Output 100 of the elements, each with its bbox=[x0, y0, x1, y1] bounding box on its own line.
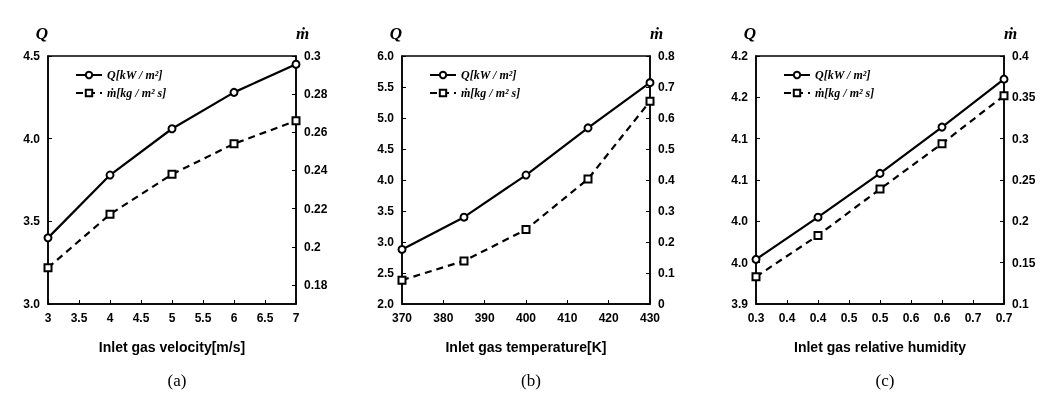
x-axis-title: Inlet gas velocity[m/s] bbox=[98, 339, 246, 355]
y-tick-label: 3.0 bbox=[377, 235, 395, 249]
x-tick-label: 0.5 bbox=[840, 311, 858, 325]
x-tick-label: 7 bbox=[292, 311, 300, 325]
y2-tick-label: 0.2 bbox=[1012, 214, 1030, 229]
x-tick-label: 0.4 bbox=[778, 311, 796, 325]
point bbox=[167, 124, 177, 134]
y2-tick-label: 0.24 bbox=[304, 163, 328, 178]
point bbox=[875, 184, 885, 194]
y2-tick-label: 0.25 bbox=[1012, 173, 1036, 187]
point bbox=[645, 78, 655, 88]
y2-axis-title: ṁ bbox=[650, 24, 664, 43]
legend-label: Q[kW / m²] bbox=[107, 68, 163, 82]
y-tick-label: 4.2 bbox=[731, 49, 749, 63]
y2-tick-label: 0.4 bbox=[658, 173, 676, 187]
legend-label: ṁ[kg / m² s] bbox=[461, 86, 521, 100]
point bbox=[521, 170, 531, 180]
y2-tick-label: 0.3 bbox=[304, 49, 322, 63]
x-tick-label: 6 bbox=[230, 311, 238, 325]
y2-axis-title: ṁ bbox=[296, 24, 310, 43]
x-tick-label: 390 bbox=[474, 311, 495, 325]
y2-tick-label: 0.3 bbox=[658, 204, 676, 218]
y2-tick-label: 0.4 bbox=[1012, 49, 1030, 63]
point bbox=[459, 212, 469, 222]
x-tick-label: 0.7 bbox=[995, 311, 1013, 325]
x-axis-title: Inlet gas temperature[K] bbox=[445, 339, 607, 355]
y-tick-label: 4.2 bbox=[731, 90, 749, 105]
y2-tick-label: 0.2 bbox=[304, 239, 322, 254]
y-tick-label: 3.5 bbox=[377, 204, 395, 218]
y2-tick-label: 0.5 bbox=[658, 142, 676, 156]
y-axis-title: Q bbox=[389, 24, 402, 43]
x-tick-label: 0.4 bbox=[809, 311, 827, 325]
x-tick-label: 370 bbox=[391, 311, 413, 325]
y2-tick-label: 0.15 bbox=[1012, 255, 1036, 270]
y-tick-label: 4.5 bbox=[23, 49, 41, 63]
legend-label: ṁ[kg / m² s] bbox=[107, 86, 167, 100]
y2-axis-title: ṁ bbox=[1004, 24, 1018, 43]
x-tick-label: 5 bbox=[168, 311, 176, 325]
point bbox=[999, 74, 1009, 84]
point bbox=[43, 233, 53, 243]
point bbox=[521, 225, 531, 235]
point bbox=[583, 174, 593, 184]
y-tick-label: 3.5 bbox=[23, 214, 41, 229]
x-tick-label: 6.5 bbox=[256, 311, 274, 325]
text: (a) bbox=[167, 371, 187, 390]
y-tick-label: 3.0 bbox=[23, 297, 41, 311]
point bbox=[229, 87, 239, 97]
point bbox=[645, 96, 655, 106]
y-tick-label: 4.5 bbox=[377, 142, 395, 156]
point bbox=[937, 139, 947, 149]
x-tick-label: 400 bbox=[515, 311, 537, 325]
y-tick-label: 4.0 bbox=[731, 255, 749, 270]
point bbox=[813, 212, 823, 222]
point bbox=[751, 254, 761, 264]
point bbox=[397, 244, 407, 254]
y2-tick-label: 0.1 bbox=[1012, 297, 1030, 311]
point bbox=[43, 263, 53, 273]
x-axis-title: Inlet gas relative humidity bbox=[794, 339, 967, 355]
point bbox=[459, 256, 469, 266]
y2-tick-label: 0.35 bbox=[1012, 90, 1036, 105]
point bbox=[229, 139, 239, 149]
y2-tick-label: 0.7 bbox=[658, 80, 676, 94]
x-tick-label: 3 bbox=[44, 311, 52, 325]
x-tick-label: 410 bbox=[557, 311, 578, 325]
y-tick-label: 4.1 bbox=[731, 131, 749, 146]
point bbox=[105, 170, 115, 180]
point bbox=[105, 209, 115, 219]
x-tick-label: 380 bbox=[433, 311, 454, 325]
y2-tick-label: 0.26 bbox=[304, 125, 328, 140]
point bbox=[937, 122, 947, 132]
point bbox=[167, 169, 177, 179]
y2-tick-label: 0 bbox=[658, 297, 665, 311]
x-tick-label: 0.7 bbox=[964, 311, 982, 325]
x-tick-label: 0.3 bbox=[747, 311, 765, 325]
y2-tick-label: 0.8 bbox=[658, 49, 676, 63]
y-tick-label: 4.0 bbox=[731, 214, 749, 229]
x-tick-label: 0.5 bbox=[871, 311, 889, 325]
text: (c) bbox=[875, 371, 895, 390]
point bbox=[291, 116, 301, 126]
y-tick-label: 4.1 bbox=[731, 173, 749, 187]
y-axis-title: Q bbox=[743, 24, 756, 43]
legend-label: Q[kW / m²] bbox=[815, 68, 871, 82]
point bbox=[397, 275, 407, 285]
x-tick-label: 0.6 bbox=[933, 311, 951, 325]
y2-tick-label: 0.2 bbox=[658, 235, 676, 249]
y-tick-label: 4.0 bbox=[23, 131, 41, 146]
text: (b) bbox=[521, 371, 541, 390]
legend-label: Q[kW / m²] bbox=[461, 68, 517, 82]
x-tick-label: 420 bbox=[598, 311, 619, 325]
point bbox=[999, 91, 1009, 101]
y-tick-label: 6.0 bbox=[377, 49, 395, 63]
x-tick-label: 430 bbox=[639, 311, 661, 325]
x-tick-label: 4.5 bbox=[132, 311, 150, 325]
legend-label: ṁ[kg / m² s] bbox=[815, 86, 875, 100]
y2-tick-label: 0.1 bbox=[658, 266, 676, 280]
x-tick-label: 3.5 bbox=[70, 311, 88, 325]
point bbox=[583, 123, 593, 133]
y-tick-label: 2.0 bbox=[377, 297, 395, 311]
y2-tick-label: 0.3 bbox=[1012, 131, 1030, 146]
y-axis-title: Q bbox=[35, 24, 48, 43]
